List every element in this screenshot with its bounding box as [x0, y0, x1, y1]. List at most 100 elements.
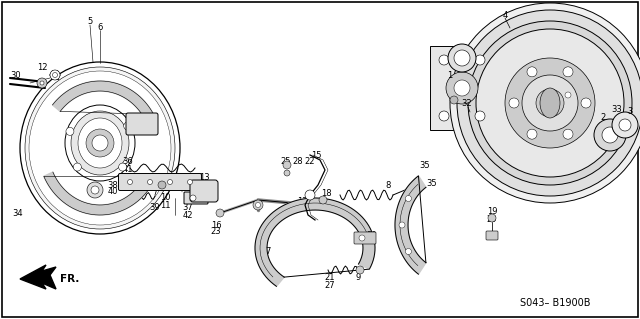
Circle shape	[168, 180, 173, 184]
Text: 18: 18	[321, 189, 332, 197]
Text: 19: 19	[487, 207, 497, 217]
Text: 38: 38	[108, 181, 118, 189]
Circle shape	[439, 111, 449, 121]
Circle shape	[475, 111, 485, 121]
Text: 23: 23	[211, 227, 221, 236]
Circle shape	[454, 50, 470, 66]
Circle shape	[450, 96, 458, 104]
Circle shape	[475, 55, 485, 65]
Text: 16: 16	[211, 220, 221, 229]
Ellipse shape	[78, 118, 122, 168]
Circle shape	[527, 129, 537, 139]
Text: 30: 30	[11, 71, 21, 80]
Text: 2: 2	[600, 113, 605, 122]
FancyBboxPatch shape	[118, 174, 202, 190]
Circle shape	[319, 196, 327, 204]
Circle shape	[253, 200, 263, 210]
Circle shape	[50, 70, 60, 80]
Text: 35: 35	[420, 160, 430, 169]
Circle shape	[446, 72, 478, 104]
Text: 7: 7	[266, 248, 271, 256]
Circle shape	[522, 75, 578, 131]
Text: 21: 21	[324, 273, 335, 283]
Circle shape	[563, 67, 573, 77]
Text: 3: 3	[627, 108, 633, 116]
Circle shape	[476, 29, 624, 177]
Text: 25: 25	[281, 158, 291, 167]
Text: 11: 11	[160, 201, 170, 210]
Circle shape	[190, 195, 196, 201]
Ellipse shape	[29, 71, 171, 225]
Text: 39: 39	[150, 204, 160, 212]
Circle shape	[356, 266, 364, 274]
Circle shape	[40, 81, 44, 85]
Circle shape	[505, 58, 595, 148]
Circle shape	[527, 67, 537, 77]
Circle shape	[454, 80, 470, 96]
Text: 8: 8	[385, 182, 390, 190]
Text: 6: 6	[97, 24, 102, 33]
Ellipse shape	[65, 105, 135, 181]
Text: 37: 37	[182, 203, 193, 211]
Circle shape	[612, 112, 638, 138]
Text: 36: 36	[123, 158, 133, 167]
Text: 4: 4	[502, 11, 508, 19]
Circle shape	[216, 209, 224, 217]
Circle shape	[619, 119, 631, 131]
Ellipse shape	[20, 62, 180, 234]
Text: 33: 33	[612, 106, 622, 115]
Text: 29: 29	[487, 216, 497, 225]
Text: 27: 27	[324, 280, 335, 290]
Circle shape	[118, 163, 127, 171]
Text: 13: 13	[198, 174, 209, 182]
Text: S043– B1900B: S043– B1900B	[520, 298, 591, 308]
Circle shape	[405, 249, 412, 255]
Text: 1: 1	[447, 70, 452, 79]
Text: 41: 41	[123, 166, 133, 174]
Circle shape	[305, 190, 315, 200]
Circle shape	[399, 222, 405, 228]
Circle shape	[405, 196, 412, 202]
Circle shape	[468, 21, 632, 185]
FancyBboxPatch shape	[126, 113, 158, 135]
Text: 22: 22	[305, 158, 316, 167]
Ellipse shape	[71, 111, 129, 175]
Circle shape	[86, 129, 114, 157]
Circle shape	[52, 72, 58, 78]
Circle shape	[91, 186, 99, 194]
Circle shape	[92, 135, 108, 151]
Circle shape	[74, 163, 81, 171]
Circle shape	[509, 98, 519, 108]
Text: 26: 26	[367, 238, 378, 247]
Circle shape	[359, 235, 365, 241]
Polygon shape	[52, 81, 154, 120]
Circle shape	[439, 55, 449, 65]
Text: FR.: FR.	[60, 274, 79, 284]
Circle shape	[188, 180, 193, 184]
Ellipse shape	[25, 67, 175, 229]
Text: 24: 24	[297, 204, 307, 212]
FancyBboxPatch shape	[354, 232, 376, 244]
Circle shape	[565, 92, 571, 98]
Text: 20: 20	[367, 231, 377, 240]
FancyBboxPatch shape	[190, 180, 218, 202]
FancyBboxPatch shape	[184, 192, 208, 204]
Circle shape	[37, 78, 47, 88]
Circle shape	[602, 127, 618, 143]
Text: 17: 17	[297, 197, 307, 206]
Circle shape	[457, 10, 640, 196]
Text: 31: 31	[150, 176, 160, 186]
Text: 42: 42	[183, 211, 193, 219]
Circle shape	[66, 127, 74, 135]
Text: 10: 10	[160, 194, 170, 203]
Text: 40: 40	[108, 188, 118, 197]
Text: 15: 15	[311, 151, 321, 160]
Circle shape	[536, 89, 564, 117]
Circle shape	[563, 129, 573, 139]
Polygon shape	[20, 265, 56, 289]
Text: 32: 32	[461, 99, 472, 108]
Circle shape	[124, 122, 132, 130]
Circle shape	[158, 181, 166, 189]
Text: 35: 35	[427, 179, 437, 188]
Circle shape	[87, 182, 103, 198]
